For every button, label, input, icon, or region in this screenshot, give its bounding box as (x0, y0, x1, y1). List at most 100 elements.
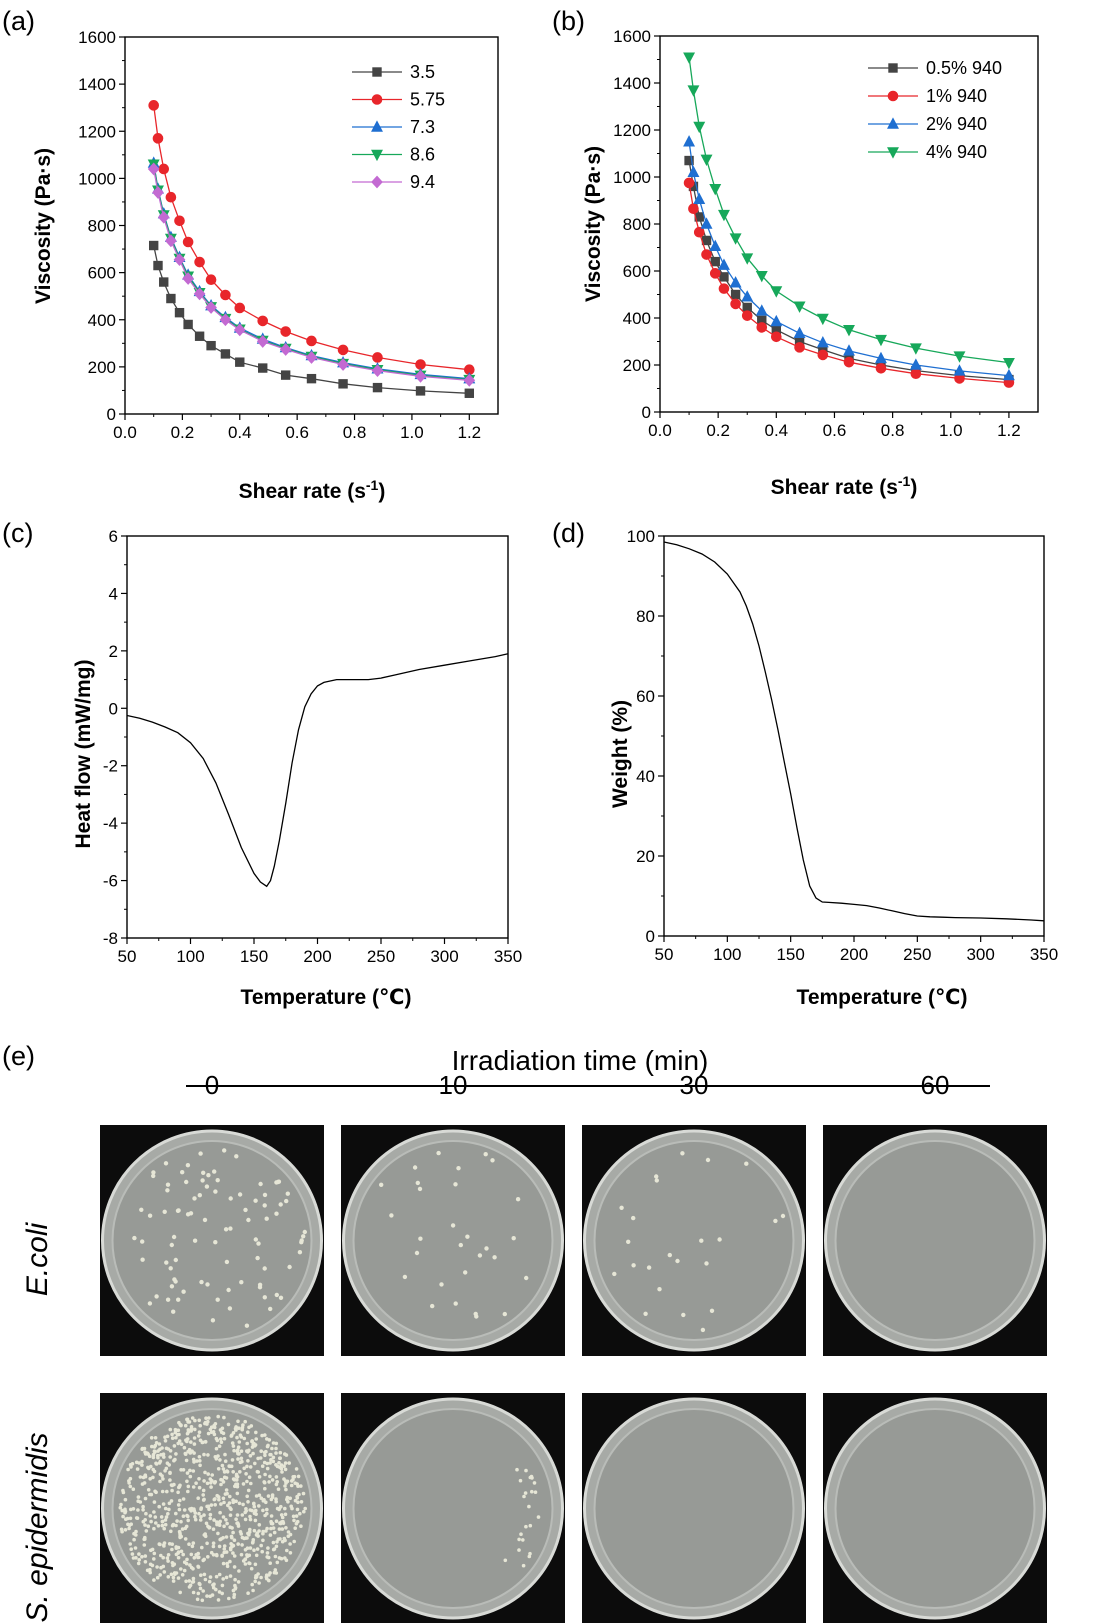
colony (211, 1544, 216, 1549)
y-tick-label: 0 (107, 405, 116, 424)
colony (203, 1420, 208, 1425)
colony (253, 1562, 258, 1567)
colony (173, 1257, 178, 1263)
colony (237, 1440, 242, 1444)
colony (235, 1449, 240, 1454)
colony (132, 1531, 136, 1536)
colony (170, 1547, 174, 1552)
colony (247, 1425, 251, 1430)
colony (269, 1521, 274, 1526)
colony (257, 1529, 261, 1533)
colony (262, 1480, 267, 1485)
colony (619, 1205, 624, 1211)
colony (221, 1480, 226, 1484)
petri-dish-photo (100, 1393, 324, 1623)
colony (717, 1237, 722, 1242)
colony (271, 1540, 276, 1545)
colony (199, 1507, 203, 1511)
colony (265, 1551, 270, 1555)
colony (293, 1498, 298, 1503)
data-point (258, 363, 268, 373)
colony (161, 1502, 166, 1506)
colony (147, 1301, 153, 1306)
colony (267, 1480, 271, 1484)
colony (170, 1488, 174, 1493)
colony (285, 1495, 290, 1500)
colony (183, 1537, 188, 1541)
y-tick-label: 0 (642, 403, 651, 422)
colony (152, 1526, 156, 1531)
x-tick-label: 50 (655, 945, 674, 964)
colony (189, 1425, 194, 1429)
colony (215, 1522, 219, 1527)
colony (206, 1555, 210, 1559)
colony (536, 1515, 541, 1519)
colony (164, 1515, 169, 1519)
data-point (700, 217, 713, 229)
colony (235, 1482, 240, 1486)
colony (172, 1444, 177, 1448)
colony (181, 1289, 186, 1294)
data-point (709, 239, 722, 252)
colony (473, 1311, 478, 1317)
colony (272, 1547, 277, 1551)
colony (235, 1513, 240, 1517)
colony (168, 1427, 173, 1432)
colony (201, 1493, 205, 1497)
petri-dish-photo (582, 1125, 806, 1356)
colony (229, 1507, 233, 1512)
petri-dish-photo (582, 1393, 806, 1623)
chart-b-x-title: Shear rate (s-1) (771, 473, 918, 499)
colony (269, 1514, 274, 1518)
y-tick-label: 80 (636, 607, 655, 626)
colony (288, 1496, 293, 1501)
colony (217, 1520, 222, 1525)
colony (680, 1151, 685, 1156)
data-point (700, 154, 713, 167)
colony (264, 1500, 268, 1505)
data-point (148, 100, 159, 111)
colonies (503, 1467, 541, 1568)
colony (272, 1570, 277, 1575)
y-tick-label: 60 (636, 687, 655, 706)
data-point (687, 85, 700, 97)
colony (699, 1238, 704, 1243)
colony (165, 1556, 170, 1560)
data-point (816, 313, 829, 326)
colony (143, 1554, 148, 1558)
colony (161, 1555, 165, 1560)
colony (120, 1529, 124, 1534)
colony (517, 1548, 521, 1552)
colony (681, 1312, 686, 1318)
colony (128, 1542, 132, 1546)
colony (219, 1440, 224, 1444)
colony (217, 1544, 222, 1549)
colony (272, 1530, 277, 1535)
colony (492, 1255, 497, 1260)
chart-c-y-title: Heat flow (mW/mg) (72, 660, 95, 849)
data-point (683, 52, 696, 64)
x-tick-label: 250 (367, 947, 395, 966)
colony (217, 1590, 222, 1594)
colony (197, 1418, 201, 1423)
colony (137, 1558, 141, 1562)
colony (176, 1551, 180, 1555)
legend-marker (371, 120, 383, 132)
colony (141, 1508, 145, 1512)
colony (235, 1435, 239, 1440)
colony (292, 1474, 297, 1479)
colony (275, 1464, 280, 1469)
colony (254, 1430, 258, 1435)
agar-surface (593, 1140, 795, 1341)
series-line-1-2 (688, 141, 1009, 377)
colony (280, 1527, 285, 1531)
colony (152, 1578, 156, 1582)
data-point (194, 331, 205, 341)
colony (197, 1555, 201, 1560)
colony (287, 1264, 292, 1270)
colony (183, 1452, 188, 1456)
colony (252, 1548, 256, 1552)
y-tick-label: 1600 (78, 28, 116, 47)
colony (226, 1287, 231, 1293)
legend-marker (887, 147, 899, 159)
